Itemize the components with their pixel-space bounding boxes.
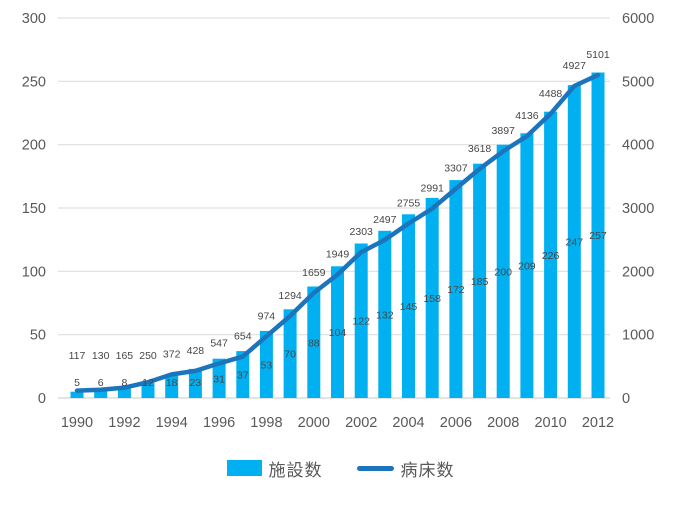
svg-text:53: 53 [261,359,273,371]
svg-text:31: 31 [213,373,225,385]
svg-text:172: 172 [447,284,465,296]
svg-text:2002: 2002 [345,415,377,431]
svg-text:250: 250 [139,350,157,362]
svg-text:8: 8 [121,377,127,389]
svg-text:70: 70 [284,349,296,361]
svg-text:37: 37 [237,370,249,382]
svg-text:2303: 2303 [350,226,374,238]
svg-text:4488: 4488 [539,88,563,100]
svg-text:117: 117 [69,350,86,362]
svg-text:2000: 2000 [298,415,330,431]
svg-text:23: 23 [190,377,202,389]
svg-text:2012: 2012 [582,415,614,431]
plot-area: 0 50 100 150 200 250 300 0 1000 2000 3000 4000 5000 6… [21,11,655,431]
svg-text:257: 257 [589,230,607,242]
svg-text:4136: 4136 [515,110,539,122]
svg-text:145: 145 [400,301,418,313]
svg-text:974: 974 [258,310,276,322]
svg-text:1998: 1998 [250,415,282,431]
svg-text:2991: 2991 [421,183,445,195]
svg-text:1996: 1996 [203,415,235,431]
svg-text:547: 547 [210,337,228,349]
svg-text:1294: 1294 [278,290,302,302]
svg-text:3307: 3307 [444,163,468,175]
svg-text:1994: 1994 [156,415,188,431]
svg-text:226: 226 [542,250,560,262]
svg-text:130: 130 [92,350,110,362]
svg-text:654: 654 [234,331,252,343]
svg-text:2008: 2008 [487,415,519,431]
svg-text:247: 247 [566,237,584,249]
bar-series-label: 施設数 [268,460,323,480]
svg-text:1659: 1659 [302,267,326,279]
svg-text:372: 372 [163,348,181,360]
line-series-label: 病床数 [400,460,455,480]
svg-text:18: 18 [166,377,178,389]
svg-text:3897: 3897 [492,125,516,137]
svg-text:158: 158 [423,293,441,305]
svg-text:88: 88 [308,337,320,349]
svg-text:5000: 5000 [622,74,654,90]
svg-text:428: 428 [187,345,205,357]
svg-text:2010: 2010 [534,415,566,431]
svg-text:5101: 5101 [586,49,610,61]
svg-text:6: 6 [98,377,104,389]
svg-text:0: 0 [622,391,630,407]
svg-text:122: 122 [352,316,370,328]
svg-text:12: 12 [142,377,154,389]
svg-text:300: 300 [22,11,46,27]
legend-item-beds: 病床数 [356,456,455,481]
svg-text:4927: 4927 [563,60,587,72]
svg-text:150: 150 [22,201,46,217]
svg-text:2000: 2000 [622,264,654,280]
svg-text:2006: 2006 [440,415,472,431]
svg-text:1992: 1992 [108,415,140,431]
svg-text:2755: 2755 [397,198,421,210]
svg-text:200: 200 [494,266,512,278]
svg-text:100: 100 [22,264,46,280]
svg-text:5: 5 [74,377,80,389]
svg-text:185: 185 [471,276,489,288]
legend-item-facilities: 施設数 [226,456,323,481]
svg-text:209: 209 [518,261,536,273]
svg-text:165: 165 [116,350,134,362]
svg-text:50: 50 [30,328,46,344]
legend: 施設数 病床数 [0,448,681,488]
svg-text:200: 200 [22,138,46,154]
line-series-swatch [356,465,394,471]
svg-text:4000: 4000 [622,138,654,154]
bar-series-swatch [226,460,262,476]
svg-text:2004: 2004 [392,415,424,431]
svg-text:132: 132 [376,309,394,321]
svg-text:6000: 6000 [622,11,654,27]
svg-text:1949: 1949 [326,249,350,261]
svg-text:250: 250 [22,74,46,90]
svg-text:2497: 2497 [373,214,397,226]
svg-text:1000: 1000 [622,328,654,344]
svg-text:3618: 3618 [468,143,492,155]
svg-text:1990: 1990 [61,415,93,431]
svg-text:104: 104 [329,327,347,339]
svg-text:3000: 3000 [622,201,654,217]
svg-text:0: 0 [38,391,46,407]
